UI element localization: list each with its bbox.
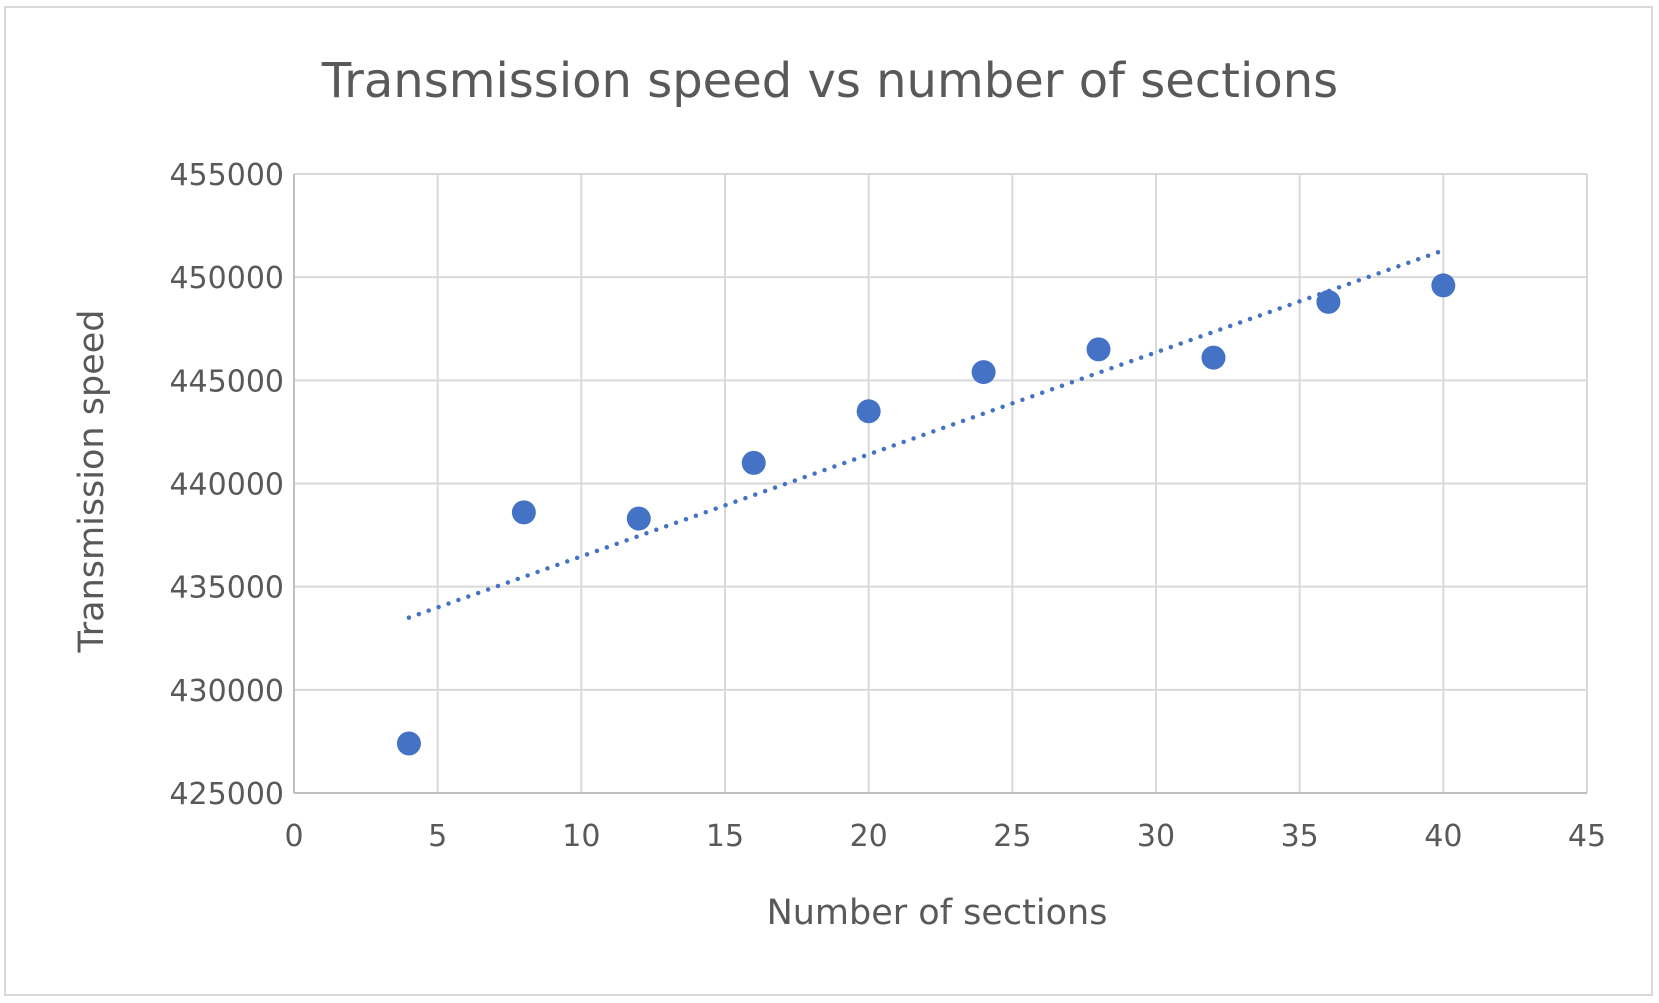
y-tick-label: 440000: [169, 468, 284, 503]
x-tick-label: 15: [706, 819, 744, 854]
y-tick-label: 455000: [169, 158, 284, 193]
x-tick-label: 0: [284, 819, 303, 854]
chart-area: [4, 6, 1653, 996]
data-point: [626, 506, 651, 531]
data-points: [396, 273, 1456, 756]
x-tick-label: 5: [428, 819, 447, 854]
x-tick-label: 10: [562, 819, 600, 854]
x-tick-label: 35: [1281, 819, 1319, 854]
y-tick-label: 445000: [169, 364, 284, 399]
data-point: [396, 731, 421, 756]
data-point: [1316, 289, 1341, 314]
x-tick-label: 40: [1424, 819, 1462, 854]
trendline: [406, 248, 1446, 620]
data-point: [1086, 337, 1111, 362]
data-point: [1201, 345, 1226, 370]
y-axis-title: Transmission speed: [72, 310, 112, 654]
y-tick-label: 430000: [169, 674, 284, 709]
data-point: [856, 399, 881, 424]
data-point: [511, 500, 536, 525]
data-point: [1431, 273, 1456, 298]
tick-labels: 0 5 10 15 20 25 30 35 40 45 425000 430000 435000 4400…: [169, 158, 1606, 854]
chart-title: Transmission speed vs number of sections: [321, 53, 1338, 109]
y-tick-label: 425000: [169, 777, 284, 812]
trendline-line: [406, 248, 1446, 620]
axes: [293, 174, 1587, 794]
x-tick-label: 20: [850, 819, 888, 854]
x-tick-label: 25: [993, 819, 1031, 854]
x-axis-title: Number of sections: [767, 893, 1108, 933]
x-tick-label: 45: [1568, 819, 1606, 854]
y-tick-label: 435000: [169, 571, 284, 606]
data-point: [741, 450, 766, 475]
data-point: [971, 360, 996, 385]
gridlines: [294, 173, 1588, 793]
x-tick-label: 30: [1137, 819, 1175, 854]
y-tick-label: 450000: [169, 261, 284, 296]
